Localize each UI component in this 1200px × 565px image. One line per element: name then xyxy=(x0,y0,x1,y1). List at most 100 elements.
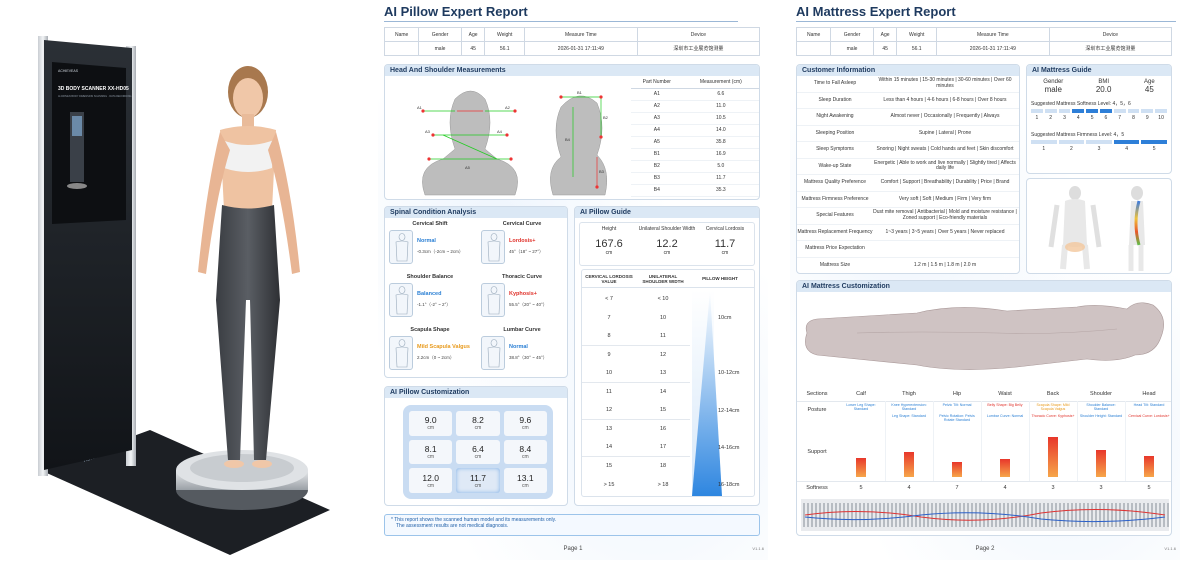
cervical-value: 7 xyxy=(607,314,611,321)
scale-bar xyxy=(1155,109,1167,113)
skeleton-images xyxy=(1048,186,1145,271)
screen-subtitle: AI-DRIVEN BODY DIMENSION SCANNING · DATA… xyxy=(58,95,132,98)
customer-label: Wake-up State xyxy=(818,162,852,169)
version: V1.1.6 xyxy=(1164,546,1176,551)
spinal-name: Cervical Shift xyxy=(412,221,448,227)
posture-text: Thoracic Curve: Kyphosis+ xyxy=(1031,414,1075,418)
customer-value: Snoring | Night sweats | Cold hands and … xyxy=(876,146,1014,152)
pillow-cell-value: 12.0 xyxy=(422,472,439,483)
pillow-height-label: 10cm xyxy=(718,314,732,321)
cervical-value: 11 xyxy=(606,388,612,395)
side-head-scan: B1 B2 B3 B4 xyxy=(550,90,609,196)
section-name: Shoulder xyxy=(1089,391,1113,397)
pillow-cell: 12.0 cm xyxy=(409,468,453,493)
table-row: A2 11.0 xyxy=(631,100,759,113)
support-bar xyxy=(1000,459,1010,477)
section-name: Back xyxy=(1046,391,1060,397)
section-name: Calf xyxy=(856,391,866,397)
scanner-illustration: ACHIEVEAS ACHIEVEAS 3D BODY SCANNER XX-H… xyxy=(38,36,330,555)
shoulder-value: 15 xyxy=(659,407,667,414)
spinal-range: 55.5°（20° ~ 40°） xyxy=(509,302,548,307)
label-b4: B4 xyxy=(565,137,571,142)
info-header: Device xyxy=(1048,27,1173,42)
customer-label: Mattress Quality Preference xyxy=(804,179,866,185)
label-b1: B1 xyxy=(577,90,583,95)
info-value: 深圳市工业展览馆测量 xyxy=(636,41,761,56)
guide-row: 13 16 xyxy=(582,420,690,439)
col-cervical: CERVICAL LORDOSIS VALUE xyxy=(585,273,633,284)
shoulder-value: 18 xyxy=(659,463,667,470)
part-value: 11.7 xyxy=(682,172,759,185)
customer-label: Mattress Replacement Frequency xyxy=(797,228,873,235)
customer-label: Mattress Size xyxy=(819,261,851,268)
guide-stat: Height 167.6 cm xyxy=(580,223,638,265)
body-outline-icon xyxy=(481,283,505,317)
spinal-item: Scapula Shape Mild Scapula Valgus 2.2cm（0 … xyxy=(385,324,475,376)
firmness-suggestion: Suggested Mattress Firmness Level: 4，5 xyxy=(1031,132,1125,138)
scale-number: 7 xyxy=(1118,115,1122,121)
scale-number: 1 xyxy=(1042,146,1046,152)
part-name: A4 xyxy=(631,124,683,137)
info-value: 2026-01-31 17:11:49 xyxy=(935,41,1050,56)
softness-suggestion: Suggested Mattress Softness Level: 4，5，6 xyxy=(1031,101,1131,107)
customer-row: Mattress Price Expectation xyxy=(797,241,1019,258)
scale-bar xyxy=(1086,140,1112,144)
scale-number: 1 xyxy=(1035,115,1039,121)
person-figure xyxy=(198,66,300,468)
body-outline-icon xyxy=(389,283,413,317)
softness-value: 4 xyxy=(907,485,911,491)
section-name: Thigh xyxy=(902,391,916,397)
pillow-height-label: 12-14cm xyxy=(718,407,740,414)
info-header: Age xyxy=(872,27,898,42)
label-b2: B2 xyxy=(603,115,609,120)
scale-bar xyxy=(1058,109,1071,113)
customer-value: Within 15 minutes | 15-30 minutes | 30-6… xyxy=(878,77,1012,89)
customer-label: Time to Fall Asleep xyxy=(813,80,857,86)
part-value: 5.0 xyxy=(682,160,759,173)
pillow-cell: 11.7 cm xyxy=(456,468,500,493)
label-a5: A5 xyxy=(465,165,471,170)
pillow-cell: 13.1 cm xyxy=(503,468,547,493)
spinal-panel: Spinal Condition Analysis Cervical Shift… xyxy=(384,206,568,378)
scale-number: 5 xyxy=(1152,146,1156,152)
part-name: B1 xyxy=(631,148,683,161)
body-scanner-product-image: ACHIEVEAS ACHIEVEAS 3D BODY SCANNER XX-H… xyxy=(0,0,360,560)
cervical-value: < 7 xyxy=(605,296,613,303)
guide-row: > 15 > 18 xyxy=(582,475,690,494)
pillow-cell: 9.0 cm xyxy=(409,411,453,436)
shoulder-value: > 18 xyxy=(657,481,669,488)
col-pillow: PILLOW HEIGHT xyxy=(702,276,738,281)
scale-number: 6 xyxy=(1104,115,1108,121)
info-value xyxy=(795,41,832,56)
support-bar xyxy=(1096,450,1106,477)
customer-label: Sleep Symptoms xyxy=(816,146,854,152)
scale-bar xyxy=(1113,140,1140,144)
scale-number: 4 xyxy=(1076,115,1080,121)
part-value: 11.0 xyxy=(682,100,759,113)
spinal-item: Cervical Shift Normal -0.3cm（-2cm ~ 2cm） xyxy=(385,218,475,270)
page-title: AI Mattress Expert Report xyxy=(796,4,1176,22)
pillow-custom-panel: AI Pillow Customization 9.0 cm 8.2 cm 9.6 cm 8… xyxy=(384,386,568,506)
shoulder-value: 14 xyxy=(659,388,667,395)
screen-title: 3D BODY SCANNER XX-HD05 xyxy=(58,86,129,92)
scale-number: 3 xyxy=(1097,146,1101,152)
cervical-value: 9 xyxy=(607,351,611,358)
table-row: A1 6.6 xyxy=(631,88,759,101)
info-value: 2026-01-31 17:11:49 xyxy=(523,41,638,56)
table-row: B2 5.0 xyxy=(631,160,759,173)
posture-text: Cervical Curve: Lordosis+ xyxy=(1128,414,1170,418)
pillow-height-label: 14-16cm xyxy=(718,444,740,451)
part-name: A3 xyxy=(631,112,683,125)
spinal-status: Normal xyxy=(417,238,436,244)
pillow-report-page: AI Pillow Expert Report Name Gender Age Wei… xyxy=(378,0,768,560)
pillow-cell-value: 11.7 xyxy=(470,472,486,483)
customer-value: Energetic | Able to work and live normal… xyxy=(874,159,1016,172)
scale-bar xyxy=(1086,109,1098,113)
customer-value: 1~3 years | 3~5 years | Over 5 years | N… xyxy=(885,228,1005,235)
info-value: 56.1 xyxy=(484,41,525,56)
pillow-height-label: 10-12cm xyxy=(718,370,740,377)
pillow-cell-value: 9.6 xyxy=(519,415,532,426)
guide-row: < 7 < 10 xyxy=(582,290,690,309)
body-outline-icon xyxy=(481,230,505,264)
front-head-scan: A1 A2 A3 A4 A5 xyxy=(417,90,518,196)
